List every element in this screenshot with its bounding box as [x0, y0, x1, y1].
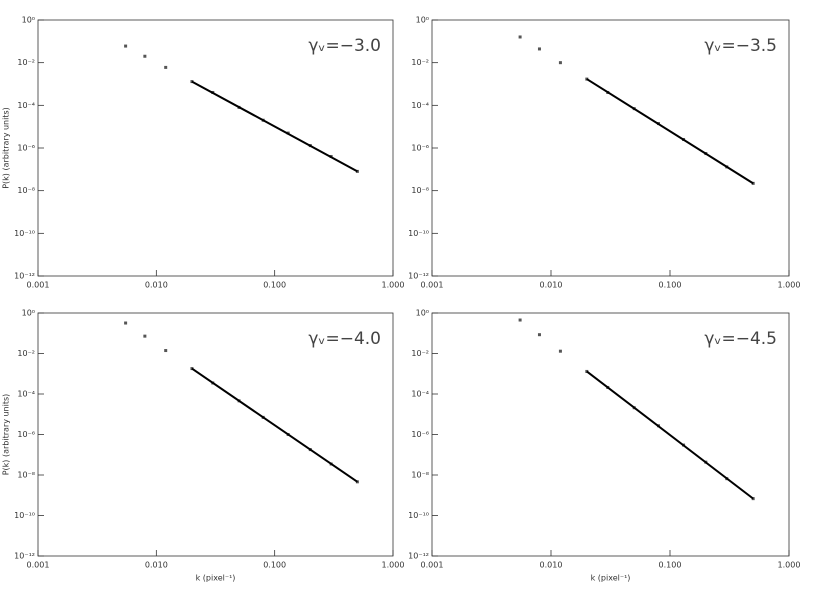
data-point [124, 321, 128, 325]
fit-line [586, 370, 754, 500]
y-tick-label: 10⁻¹⁰ [14, 229, 35, 238]
x-tick-label: 1.000 [778, 281, 801, 290]
data-point [558, 349, 562, 353]
data-point [164, 65, 168, 69]
annotation: γᵥ=−3.5 [704, 36, 777, 56]
y-axis-label: P(k) (arbitrary units) [2, 394, 11, 476]
x-tick-label: 1.000 [382, 281, 405, 290]
data-point [518, 318, 522, 322]
y-tick-label: 10⁻⁸ [411, 186, 429, 195]
x-tick-label: 0.001 [421, 281, 444, 290]
x-tick-label: 0.100 [263, 561, 286, 570]
y-tick-label: 10⁻⁸ [17, 186, 35, 195]
x-tick-label: 0.001 [27, 561, 50, 570]
data-point [143, 334, 147, 338]
y-tick-label: 10⁰ [22, 309, 35, 318]
y-tick-label: 10⁰ [416, 309, 429, 318]
y-tick-label: 10⁻¹² [14, 552, 35, 561]
x-tick-label: 0.001 [421, 561, 444, 570]
y-tick-label: 10⁻¹⁰ [408, 511, 429, 520]
data-point [518, 35, 522, 39]
plot-frame [431, 312, 790, 557]
x-axis-label: k (pixel⁻¹) [196, 574, 236, 583]
y-tick-label: 10⁻⁶ [411, 144, 429, 153]
annotation: γᵥ=−3.0 [308, 36, 381, 56]
y-tick-label: 10⁻⁴ [17, 101, 35, 110]
annotation: γᵥ=−4.0 [308, 329, 381, 349]
y-tick-label: 10⁻² [17, 349, 35, 358]
y-tick-label: 10⁻¹² [408, 552, 429, 561]
fit-line [191, 367, 358, 483]
y-tick-label: 10⁰ [416, 16, 429, 25]
y-tick-label: 10⁻⁴ [411, 390, 429, 399]
x-tick-label: 1.000 [778, 561, 801, 570]
data-point [537, 333, 541, 337]
x-tick-label: 0.100 [659, 561, 682, 570]
y-tick-label: 10⁻¹⁰ [408, 229, 429, 238]
fit-line [191, 80, 358, 173]
data-point [558, 61, 562, 65]
y-tick-label: 10⁰ [22, 16, 35, 25]
plot-frame [37, 19, 394, 277]
y-tick-label: 10⁻² [411, 349, 429, 358]
x-tick-label: 0.010 [145, 561, 168, 570]
y-tick-label: 10⁻⁶ [17, 144, 35, 153]
y-axis-label: P(k) (arbitrary units) [2, 107, 11, 189]
y-tick-label: 10⁻⁴ [411, 101, 429, 110]
y-tick-label: 10⁻⁸ [17, 471, 35, 480]
x-tick-label: 0.010 [540, 561, 563, 570]
data-point [124, 44, 128, 48]
y-tick-label: 10⁻² [411, 58, 429, 67]
y-tick-label: 10⁻⁸ [411, 471, 429, 480]
x-tick-label: 0.010 [540, 281, 563, 290]
y-tick-label: 10⁻¹² [14, 272, 35, 281]
plot-frame [37, 312, 394, 557]
x-tick-label: 0.100 [263, 281, 286, 290]
y-tick-label: 10⁻⁶ [17, 430, 35, 439]
x-axis-label: k (pixel⁻¹) [591, 574, 631, 583]
y-tick-label: 10⁻⁴ [17, 390, 35, 399]
x-tick-label: 0.100 [659, 281, 682, 290]
fit-line [586, 78, 754, 185]
x-tick-label: 0.001 [27, 281, 50, 290]
x-tick-label: 0.010 [145, 281, 168, 290]
y-tick-label: 10⁻⁶ [411, 430, 429, 439]
annotation: γᵥ=−4.5 [704, 329, 777, 349]
x-tick-label: 1.000 [382, 561, 405, 570]
y-tick-label: 10⁻¹⁰ [14, 511, 35, 520]
data-point [164, 349, 168, 353]
data-point [143, 54, 147, 58]
y-tick-label: 10⁻² [17, 58, 35, 67]
plot-frame [431, 19, 790, 277]
y-tick-label: 10⁻¹² [408, 272, 429, 281]
data-point [537, 47, 541, 51]
